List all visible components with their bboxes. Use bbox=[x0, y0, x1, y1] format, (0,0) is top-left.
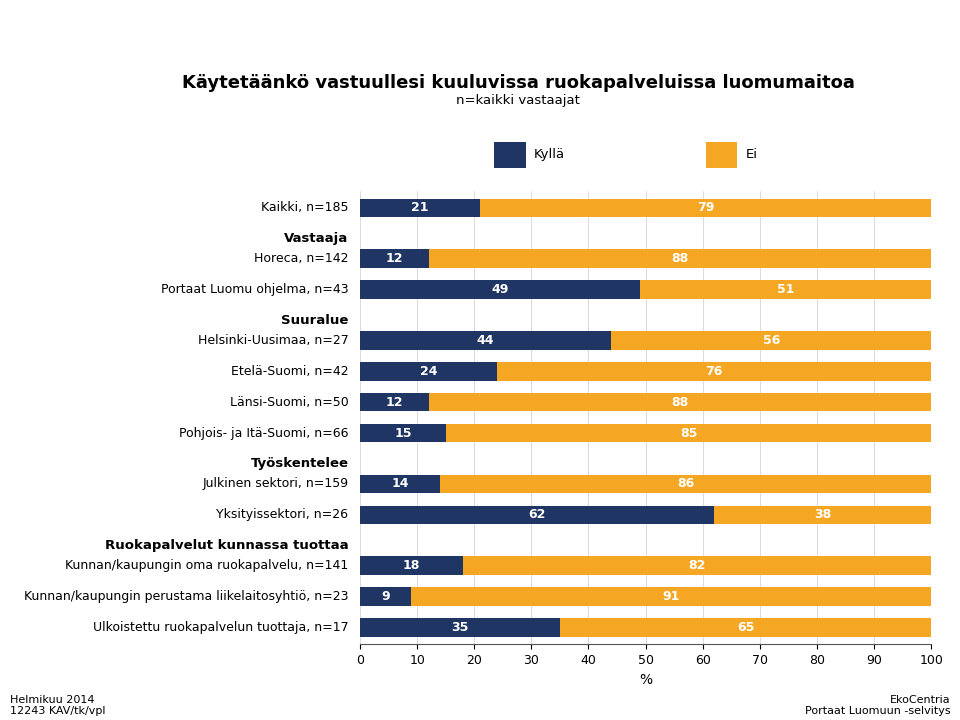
Text: 76: 76 bbox=[706, 365, 723, 378]
Text: n=kaikki vastaajat: n=kaikki vastaajat bbox=[456, 94, 581, 107]
Text: Horeca, n=142: Horeca, n=142 bbox=[254, 252, 348, 265]
Text: EkoCentria
Portaat Luomuun -selvitys: EkoCentria Portaat Luomuun -selvitys bbox=[804, 695, 950, 716]
Bar bbox=[463, 557, 931, 575]
Text: Yksityissektori, n=26: Yksityissektori, n=26 bbox=[216, 508, 348, 521]
Bar bbox=[640, 280, 931, 299]
Text: 18: 18 bbox=[403, 559, 420, 572]
Text: Ruokapalvelut kunnassa tuottaa: Ruokapalvelut kunnassa tuottaa bbox=[105, 539, 348, 552]
Text: 62: 62 bbox=[528, 508, 545, 521]
Text: 14: 14 bbox=[392, 477, 409, 490]
Text: 88: 88 bbox=[671, 396, 688, 409]
Text: 49: 49 bbox=[492, 283, 509, 296]
Text: Kunnan/kaupungin oma ruokapalvelu, n=141: Kunnan/kaupungin oma ruokapalvelu, n=141 bbox=[65, 559, 348, 572]
Bar bbox=[360, 424, 445, 442]
Bar bbox=[445, 424, 931, 442]
Text: 9: 9 bbox=[381, 590, 390, 603]
Text: Ulkoistettu ruokapalvelun tuottaja, n=17: Ulkoistettu ruokapalvelun tuottaja, n=17 bbox=[93, 621, 348, 634]
Text: 79: 79 bbox=[697, 202, 714, 215]
Text: Kyllä: Kyllä bbox=[534, 148, 565, 161]
Bar bbox=[497, 362, 931, 381]
Text: taloustutkimus oy: taloustutkimus oy bbox=[28, 30, 205, 48]
Text: Portaat Luomu ohjelma, n=43: Portaat Luomu ohjelma, n=43 bbox=[161, 283, 348, 296]
Text: Kunnan/kaupungin perustama liikelaitosyhtiö, n=23: Kunnan/kaupungin perustama liikelaitosyh… bbox=[24, 590, 348, 603]
Text: Vastaaja: Vastaaja bbox=[284, 232, 348, 245]
Text: Käytetäänkö vastuullesi kuuluvissa ruokapalveluissa luomumaitoa: Käytetäänkö vastuullesi kuuluvissa ruoka… bbox=[182, 73, 854, 91]
Bar bbox=[494, 142, 526, 168]
Bar bbox=[360, 393, 428, 411]
Text: Julkinen sektori, n=159: Julkinen sektori, n=159 bbox=[203, 477, 348, 490]
Bar bbox=[360, 249, 428, 268]
Bar bbox=[706, 142, 737, 168]
Text: 35: 35 bbox=[451, 621, 468, 634]
Text: 91: 91 bbox=[662, 590, 680, 603]
Text: Suuralue: Suuralue bbox=[281, 314, 348, 327]
Text: Länsi-Suomi, n=50: Länsi-Suomi, n=50 bbox=[229, 396, 348, 409]
Text: Ei: Ei bbox=[746, 148, 757, 161]
Text: 85: 85 bbox=[680, 426, 697, 439]
Text: 12: 12 bbox=[386, 252, 403, 265]
Bar bbox=[360, 280, 640, 299]
Text: 44: 44 bbox=[477, 334, 494, 347]
Text: Työskentelee: Työskentelee bbox=[251, 457, 348, 470]
Bar bbox=[428, 393, 931, 411]
Text: Pohjois- ja Itä-Suomi, n=66: Pohjois- ja Itä-Suomi, n=66 bbox=[179, 426, 348, 439]
Bar bbox=[480, 199, 931, 217]
Text: Helmikuu 2014
12243 KAV/tk/vpl: Helmikuu 2014 12243 KAV/tk/vpl bbox=[10, 695, 105, 716]
Text: 51: 51 bbox=[777, 283, 794, 296]
Bar bbox=[360, 199, 480, 217]
Text: Kaikki, n=185: Kaikki, n=185 bbox=[261, 202, 348, 215]
Bar bbox=[612, 331, 931, 350]
Bar bbox=[360, 362, 497, 381]
Text: 56: 56 bbox=[762, 334, 780, 347]
X-axis label: %: % bbox=[639, 672, 652, 687]
Text: 15: 15 bbox=[395, 426, 412, 439]
Text: 12: 12 bbox=[386, 396, 403, 409]
Bar bbox=[440, 474, 931, 493]
Bar bbox=[360, 474, 440, 493]
Text: 24: 24 bbox=[420, 365, 438, 378]
Bar bbox=[714, 505, 931, 524]
Text: 82: 82 bbox=[688, 559, 706, 572]
Bar bbox=[360, 557, 463, 575]
Text: Etelä-Suomi, n=42: Etelä-Suomi, n=42 bbox=[230, 365, 348, 378]
Text: 38: 38 bbox=[814, 508, 831, 521]
Bar bbox=[360, 505, 714, 524]
Bar bbox=[360, 588, 412, 606]
Bar bbox=[360, 618, 560, 636]
Text: 65: 65 bbox=[737, 621, 755, 634]
Bar bbox=[560, 618, 931, 636]
Bar bbox=[360, 331, 612, 350]
Text: 86: 86 bbox=[677, 477, 694, 490]
Text: 21: 21 bbox=[411, 202, 429, 215]
Text: 88: 88 bbox=[671, 252, 688, 265]
Bar bbox=[412, 588, 931, 606]
Text: Helsinki-Uusimaa, n=27: Helsinki-Uusimaa, n=27 bbox=[198, 334, 348, 347]
Bar bbox=[428, 249, 931, 268]
